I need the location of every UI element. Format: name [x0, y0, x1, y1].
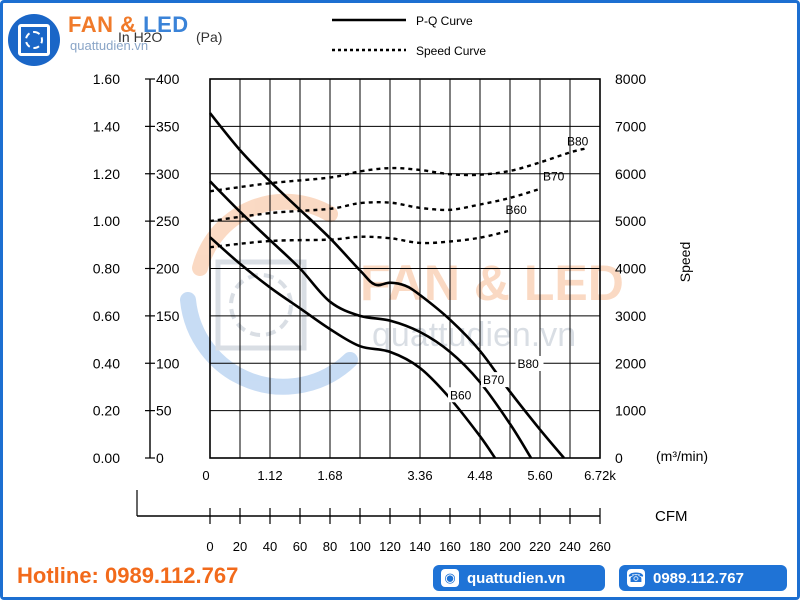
y-tick-label-speed: 7000 — [615, 118, 646, 134]
chart-labels: B80 B70 B60 B80 B70 B60 — [448, 134, 589, 403]
hotline-text: Hotline: 0989.112.767 — [17, 563, 239, 588]
cfm-tick-label: 80 — [323, 539, 337, 554]
y-tick-label-pa: 200 — [156, 261, 180, 277]
y-tick-label-inh2o: 0.60 — [93, 308, 120, 324]
x-tick-label-m3min: 1.68 — [317, 468, 342, 483]
pq-label-b80: B80 — [518, 357, 540, 371]
y-tick-label-pa: 0 — [156, 450, 164, 466]
brand-name: FAN & LED — [68, 12, 189, 38]
footer-bar: Hotline: 0989.112.767 ◉ quattudien.vn ☎ … — [3, 557, 797, 597]
watermark-site: quattudien.vn — [372, 316, 576, 354]
website-button[interactable]: ◉ quattudien.vn — [433, 565, 605, 591]
cfm-axis-label: CFM — [655, 508, 688, 525]
brand-site: quattudien.vn — [70, 38, 149, 53]
phone-button[interactable]: ☎ 0989.112.767 — [619, 565, 787, 591]
y-tick-label-inh2o: 1.40 — [93, 118, 120, 134]
brand-logo — [8, 14, 60, 66]
y-tick-label-speed: 4000 — [615, 261, 646, 277]
y-tick-label-speed: 6000 — [615, 166, 646, 182]
legend-label-speed: Speed Curve — [416, 44, 486, 58]
cfm-tick-label: 260 — [589, 539, 611, 554]
pq-label-bg — [448, 387, 476, 403]
watermark-brand: FAN & LED — [360, 255, 624, 311]
y-tick-label-pa: 300 — [156, 166, 180, 182]
cfm-tick-label: 240 — [559, 539, 581, 554]
speed-label-b80: B80 — [567, 134, 589, 148]
pq-label-b70: B70 — [483, 373, 505, 387]
phone-icon: ☎ — [627, 569, 645, 587]
chart-grid — [209, 78, 601, 459]
phone-label: 0989.112.767 — [653, 569, 744, 587]
x-axis-unit-m3min: (m³/min) — [656, 448, 708, 464]
globe-icon: ◉ — [441, 569, 459, 587]
y-tick-label-inh2o: 0.80 — [93, 261, 120, 277]
y-tick-label-pa: 150 — [156, 308, 180, 324]
x-tick-label-m3min: 6.72k — [584, 468, 616, 483]
cfm-tick-label: 0 — [206, 539, 213, 554]
y-tick-label-speed: 5000 — [615, 213, 646, 229]
pq-curve-b60 — [209, 236, 497, 459]
y-tick-label-speed: 1000 — [615, 403, 646, 419]
cfm-tick-label: 160 — [439, 539, 461, 554]
pq-label-bg — [515, 355, 544, 371]
y-axis-label-speed: Speed — [677, 242, 693, 282]
speed-label-b70: B70 — [543, 169, 565, 183]
y-axis-unit-inh2o: In H2O — [118, 29, 162, 45]
y-tick-label-inh2o: 1.60 — [93, 71, 120, 87]
x-tick-label-m3min: 1.12 — [257, 468, 282, 483]
cfm-tick-label: 220 — [529, 539, 551, 554]
y-tick-label-speed: 0 — [615, 450, 623, 466]
cfm-tick-label: 60 — [293, 539, 307, 554]
pq-label-b60: B60 — [450, 388, 472, 402]
y-tick-label-pa: 50 — [156, 403, 172, 419]
x-tick-label-m3min: 5.60 — [527, 468, 552, 483]
y-tick-label-pa: 250 — [156, 213, 180, 229]
cfm-tick-label: 100 — [349, 539, 371, 554]
fan-icon — [18, 24, 50, 56]
cfm-tick-label: 140 — [409, 539, 431, 554]
chart-legend: P-Q Curve Speed Curve — [332, 14, 486, 58]
website-label: quattudien.vn — [467, 569, 566, 587]
y-tick-label-inh2o: 0.20 — [93, 403, 120, 419]
x-tick-label-m3min: 0 — [202, 468, 209, 483]
cfm-tick-label: 20 — [233, 539, 247, 554]
watermark: FAN & LED quattudien.vn — [180, 193, 624, 395]
brand-name-fan: FAN & — [68, 12, 144, 37]
y-tick-label-inh2o: 1.00 — [93, 213, 120, 229]
x-tick-label-m3min: 4.48 — [467, 468, 492, 483]
y-tick-label-pa: 400 — [156, 71, 180, 87]
y-axis-unit-pa: (Pa) — [196, 29, 222, 45]
pq-label-bg — [481, 372, 509, 388]
y-tick-label-speed: 8000 — [615, 71, 646, 87]
y-tick-label-speed: 2000 — [615, 355, 646, 371]
brand-name-led: LED — [143, 12, 189, 37]
x-tick-label-m3min: 3.36 — [407, 468, 432, 483]
y-tick-label-inh2o: 0.40 — [93, 355, 120, 371]
y-tick-label-pa: 100 — [156, 355, 180, 371]
y-tick-label-pa: 350 — [156, 118, 180, 134]
legend-label-pq: P-Q Curve — [416, 14, 473, 28]
cfm-tick-label: 120 — [379, 539, 401, 554]
speed-label-b60: B60 — [506, 203, 528, 217]
y-tick-label-inh2o: 1.20 — [93, 166, 120, 182]
speed-curve-b80 — [209, 147, 586, 193]
cfm-tick-label: 180 — [469, 539, 491, 554]
y-tick-label-inh2o: 0.00 — [93, 450, 120, 466]
cfm-tick-label: 200 — [499, 539, 521, 554]
y-tick-label-speed: 3000 — [615, 308, 646, 324]
cfm-tick-label: 40 — [263, 539, 277, 554]
